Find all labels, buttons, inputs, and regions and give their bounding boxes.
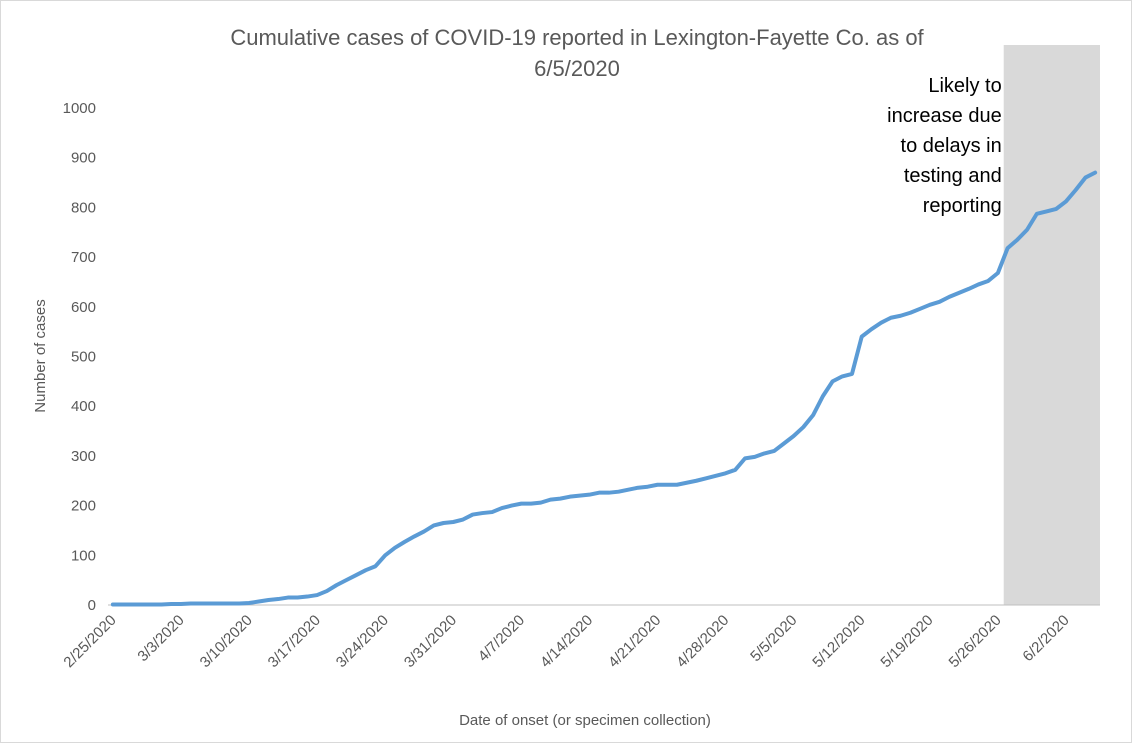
annotation: to delays in [901, 135, 1002, 157]
y-tick-label: 600 [71, 299, 96, 316]
y-tick-label: 900 [71, 150, 96, 167]
y-tick-label: 500 [71, 349, 96, 366]
y-tick-label: 100 [71, 547, 96, 564]
annotation: reporting [923, 195, 1002, 217]
annotation: testing and [904, 165, 1002, 187]
chart-title: 6/5/2020 [534, 56, 620, 81]
annotation: increase due [887, 105, 1002, 127]
y-tick-label: 800 [71, 199, 96, 216]
chart-title: Cumulative cases of COVID-19 reported in… [230, 25, 924, 50]
x-axis-title: Date of onset (or specimen collection) [459, 712, 711, 729]
y-tick-label: 700 [71, 249, 96, 266]
y-tick-label: 0 [88, 597, 96, 614]
y-axis-title: Number of cases [32, 299, 49, 412]
y-tick-label: 400 [71, 398, 96, 415]
y-tick-label: 200 [71, 498, 96, 515]
y-tick-label: 300 [71, 448, 96, 465]
shaded-region [1003, 45, 1100, 605]
y-tick-label: 1000 [63, 100, 96, 117]
annotation: Likely to [928, 75, 1001, 97]
data-line [110, 170, 1098, 607]
